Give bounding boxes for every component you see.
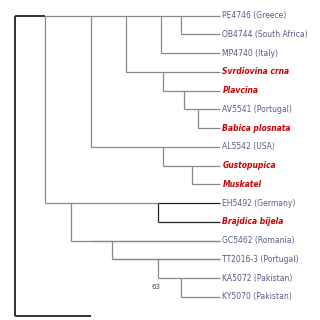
Text: Plavcina: Plavcina [222, 86, 259, 95]
Text: TT2016-3 (Portugal): TT2016-3 (Portugal) [222, 255, 299, 264]
Text: AL5542 (USA): AL5542 (USA) [222, 142, 275, 151]
Text: MP4740 (Italy): MP4740 (Italy) [222, 49, 278, 58]
Text: Babica plosnata: Babica plosnata [222, 124, 291, 132]
Text: GC5462 (Romania): GC5462 (Romania) [222, 236, 295, 245]
Text: Brajdica bijela: Brajdica bijela [222, 217, 284, 226]
Text: 63: 63 [152, 284, 161, 291]
Text: Gustopupica: Gustopupica [222, 161, 276, 170]
Text: EH5492 (Germany): EH5492 (Germany) [222, 199, 296, 208]
Text: PE4746 (Greece): PE4746 (Greece) [222, 11, 287, 20]
Text: KY5070 (Pakistan): KY5070 (Pakistan) [222, 292, 292, 301]
Text: OB4744 (South Africa): OB4744 (South Africa) [222, 30, 308, 39]
Text: Svrdiovina crna: Svrdiovina crna [222, 68, 290, 76]
Text: AV5541 (Portugal): AV5541 (Portugal) [222, 105, 292, 114]
Text: KA5072 (Pakistan): KA5072 (Pakistan) [222, 274, 293, 283]
Text: Muskatel: Muskatel [222, 180, 261, 189]
